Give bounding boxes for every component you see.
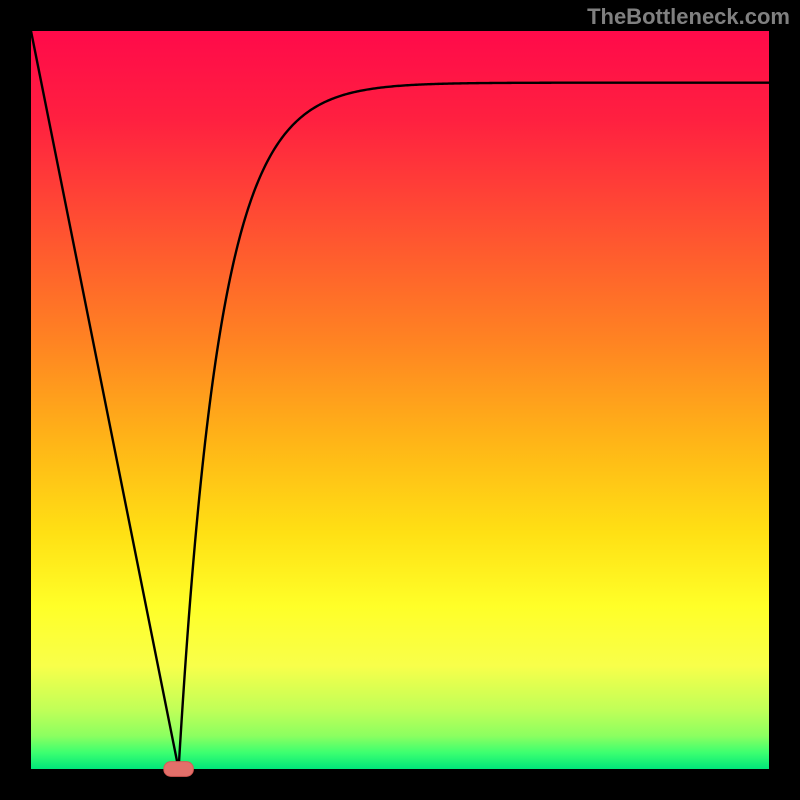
watermark-text: TheBottleneck.com [587,4,790,30]
plot-background [31,31,769,769]
chart-container: TheBottleneck.com [0,0,800,800]
optimal-point-marker [164,762,194,777]
bottleneck-chart [0,0,800,800]
